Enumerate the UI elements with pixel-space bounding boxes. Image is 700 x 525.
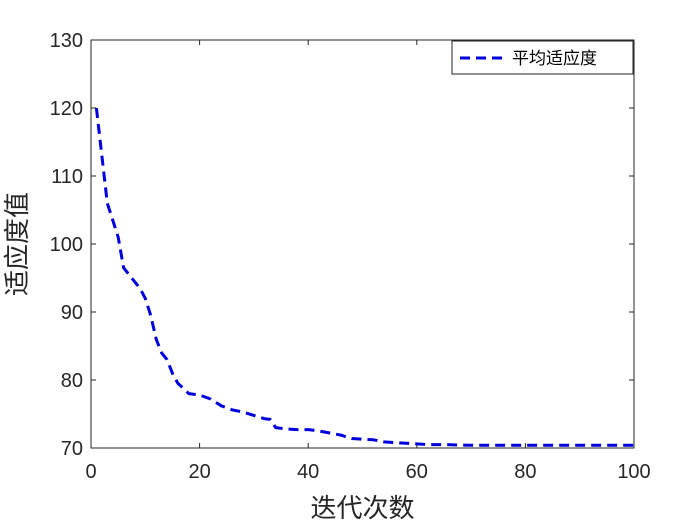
- series-line-average-fitness: [94, 107, 634, 447]
- x-tick-label: 20: [188, 461, 210, 483]
- y-tick-label: 120: [50, 98, 83, 120]
- x-tick-label: 100: [617, 461, 650, 483]
- x-tick-label: 40: [297, 461, 319, 483]
- tick-labels-layer: 0 20 40 60 80 100 70 80 90 100 110 120 130: [50, 30, 651, 483]
- plot-area: [91, 40, 634, 448]
- y-tick-label: 130: [50, 30, 83, 52]
- legend-label: 平均适应度: [512, 49, 597, 69]
- y-tick-label: 100: [50, 234, 83, 256]
- series-layer: [94, 107, 634, 447]
- y-tick-label: 110: [51, 166, 83, 188]
- y-axis-title: 适应度值: [3, 192, 33, 296]
- x-tick-label: 60: [406, 461, 428, 483]
- x-tick-label: 0: [85, 461, 96, 483]
- legend: 平均适应度: [451, 40, 634, 75]
- y-tick-label: 80: [61, 370, 83, 392]
- x-tick-label: 80: [514, 461, 536, 483]
- plot-frame: [90, 39, 635, 449]
- x-axis-title: 迭代次数: [310, 494, 414, 524]
- y-tick-label: 90: [61, 302, 83, 324]
- y-tick-label: 70: [61, 438, 83, 460]
